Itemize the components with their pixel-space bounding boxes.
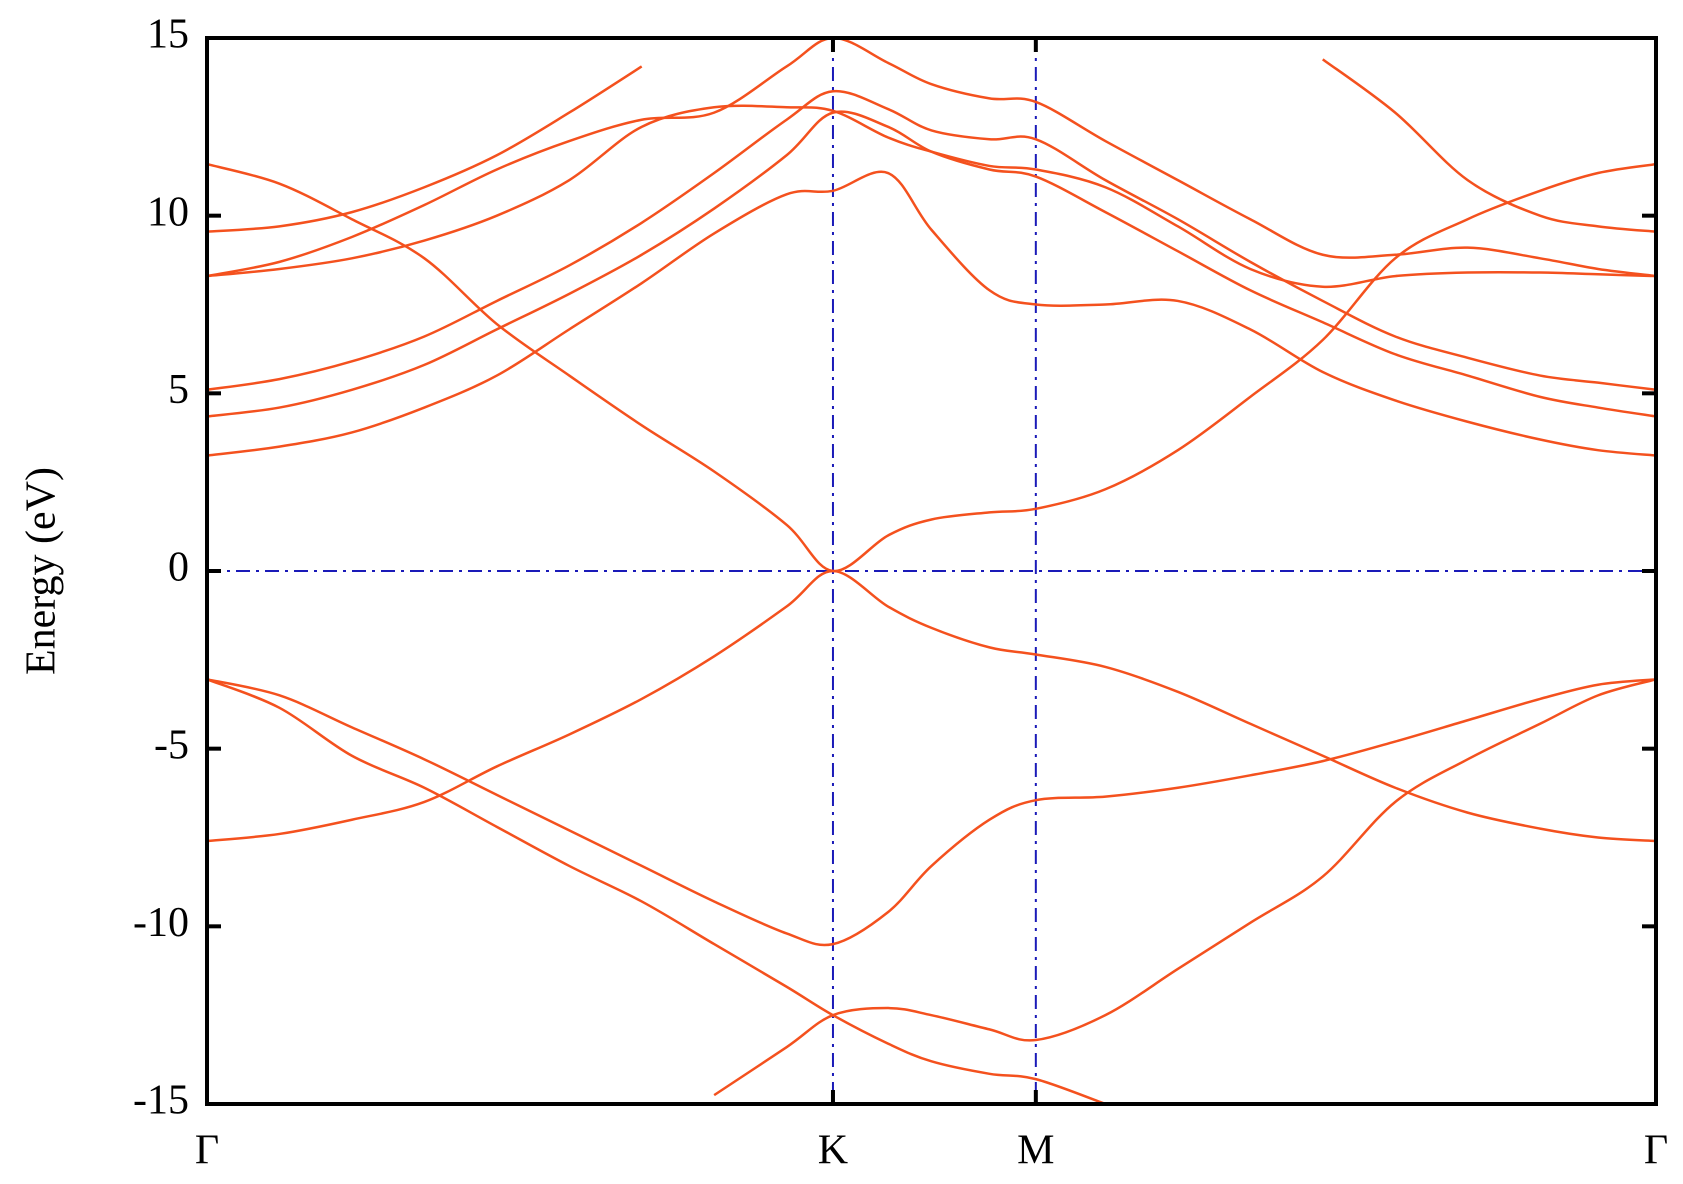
x-tick-label: K bbox=[818, 1128, 848, 1174]
band-line bbox=[207, 678, 1656, 947]
band-line bbox=[207, 104, 1656, 289]
y-tick-label: -5 bbox=[154, 722, 189, 768]
y-tick-label: 10 bbox=[147, 189, 189, 235]
band-line bbox=[207, 678, 1106, 1104]
y-axis-label: Energy (eV) bbox=[19, 467, 65, 675]
grid bbox=[207, 38, 1656, 1104]
x-tick-label: Γ bbox=[1644, 1128, 1668, 1174]
y-tick-label: -15 bbox=[133, 1078, 189, 1124]
y-tick-label: 5 bbox=[168, 367, 189, 413]
band-line bbox=[207, 170, 1656, 457]
band-line bbox=[207, 110, 1656, 418]
band-line bbox=[207, 90, 1656, 392]
x-tick-label: M bbox=[1017, 1128, 1054, 1174]
band-line bbox=[207, 569, 1656, 843]
y-tick-label: 15 bbox=[147, 12, 189, 58]
band-line bbox=[713, 678, 1656, 1097]
band-line bbox=[207, 38, 1656, 278]
band-line bbox=[207, 58, 1656, 233]
y-tick-label: -10 bbox=[133, 900, 189, 946]
ticks: -15 -10 -5 0 5 10 15 Γ K M Γ bbox=[133, 12, 1668, 1174]
y-tick-label: 0 bbox=[168, 545, 189, 591]
bands bbox=[207, 38, 1656, 1104]
x-tick-label: Γ bbox=[195, 1128, 219, 1174]
